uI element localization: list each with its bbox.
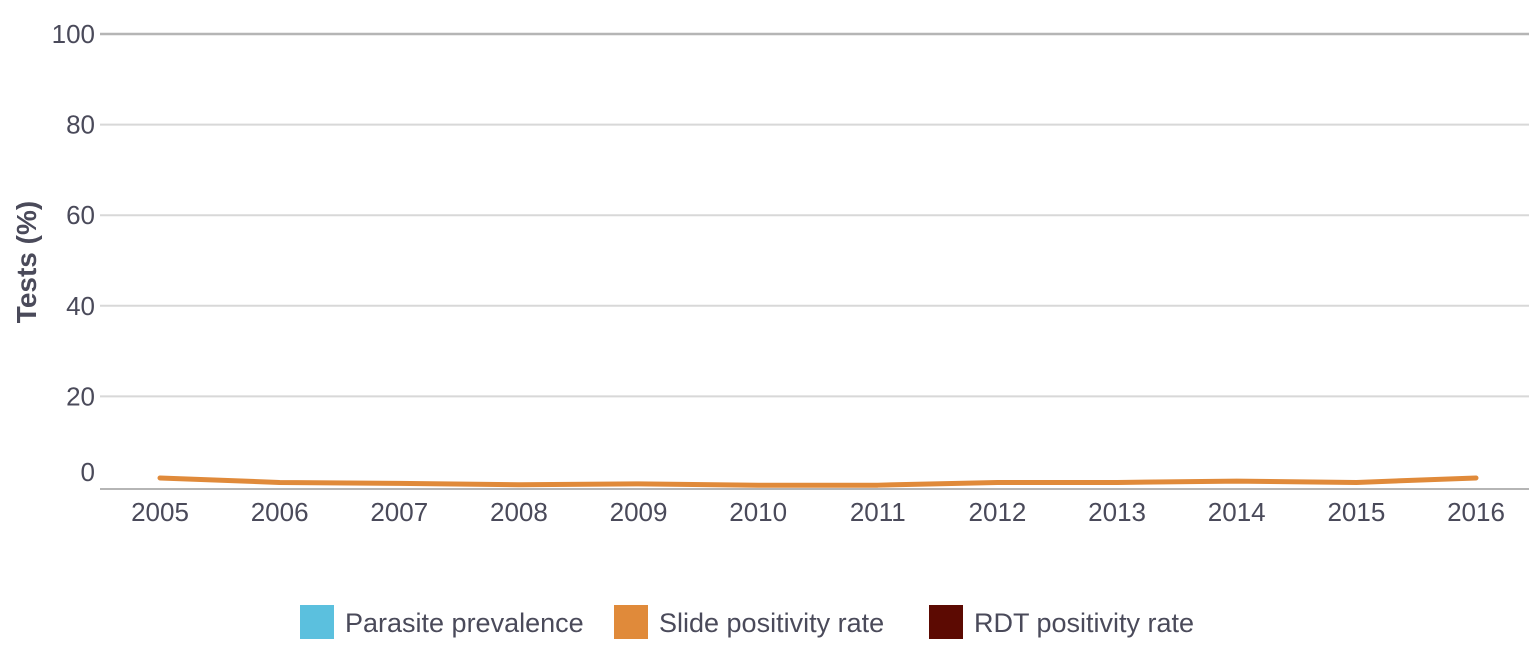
legend-swatch[interactable]: [929, 605, 963, 639]
legend-label[interactable]: Parasite prevalence: [345, 608, 584, 638]
x-tick-label: 2011: [850, 497, 906, 527]
series-lines: [157, 475, 1479, 488]
y-tick-label: 60: [66, 200, 95, 230]
x-tick-label: 2013: [1088, 497, 1146, 527]
y-tick-label: 0: [81, 457, 95, 487]
x-axis-ticks: 2005 2006 2007 2008 2009 2010 2011 2012 2013 2014…: [131, 497, 1505, 527]
y-tick-label: 40: [66, 291, 95, 321]
x-tick-label: 2012: [969, 497, 1027, 527]
legend-label[interactable]: RDT positivity rate: [974, 608, 1194, 638]
legend: Parasite prevalence Slide positivity rate…: [300, 605, 1194, 639]
x-tick-label: 2009: [610, 497, 668, 527]
x-tick-label: 2010: [729, 497, 787, 527]
x-tick-label: 2008: [490, 497, 548, 527]
x-tick-label: 2006: [251, 497, 309, 527]
legend-swatch[interactable]: [614, 605, 648, 639]
y-axis-title: Tests (%): [11, 201, 42, 323]
series-line-1[interactable]: [157, 475, 1479, 488]
y-tick-label: 20: [66, 381, 95, 411]
y-axis-ticks: 0 20 40 60 80 100: [52, 19, 95, 487]
legend-swatch[interactable]: [300, 605, 334, 639]
x-tick-label: 2007: [370, 497, 428, 527]
gridlines: [100, 32, 1529, 398]
x-tick-label: 2015: [1327, 497, 1385, 527]
x-tick-label: 2014: [1208, 497, 1266, 527]
legend-label[interactable]: Slide positivity rate: [659, 608, 884, 638]
x-tick-label: 2016: [1447, 497, 1505, 527]
y-tick-label: 100: [52, 19, 95, 49]
y-tick-label: 80: [66, 110, 95, 140]
x-tick-label: 2005: [131, 497, 189, 527]
